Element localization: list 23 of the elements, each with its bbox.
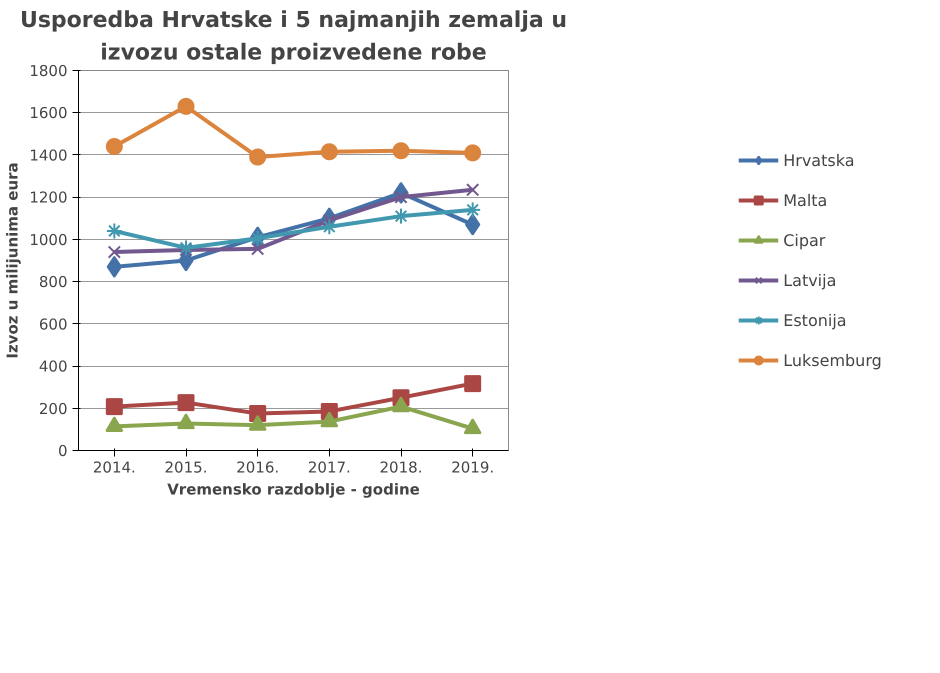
y-tick-label: 600 [38,315,68,334]
y-tick-label: 0 [58,442,68,460]
y-axis-title: Izvoz u milijunima eura [3,162,22,359]
legend-label: Cipar [783,230,826,250]
x-axis-title: Vremensko razdoblje - godine [167,480,420,498]
x-tick-label: 2017. [308,458,351,476]
y-tick-label: 1400 [29,146,68,164]
y-tick-label: 400 [38,358,68,376]
y-tick-label: 800 [38,273,68,292]
x-tick-label: 2016. [236,458,280,476]
x-tick-label: 2019. [451,458,494,476]
legend-label: Hrvatska [783,150,854,170]
y-tick-label: 1200 [29,188,68,207]
x-tick-label: 2018. [380,458,422,476]
x-tick-label: 2014. [92,458,136,476]
y-tick-label: 1000 [29,230,68,249]
x-tick-label: 2015. [164,458,208,476]
legend-label: Luksemburg [783,350,882,370]
legend-label: Malta [783,190,828,210]
legend-label: Latvija [783,270,836,290]
y-tick-label: 200 [38,400,68,418]
y-tick-label: 1600 [29,104,68,122]
legend-label: Estonija [783,310,847,330]
